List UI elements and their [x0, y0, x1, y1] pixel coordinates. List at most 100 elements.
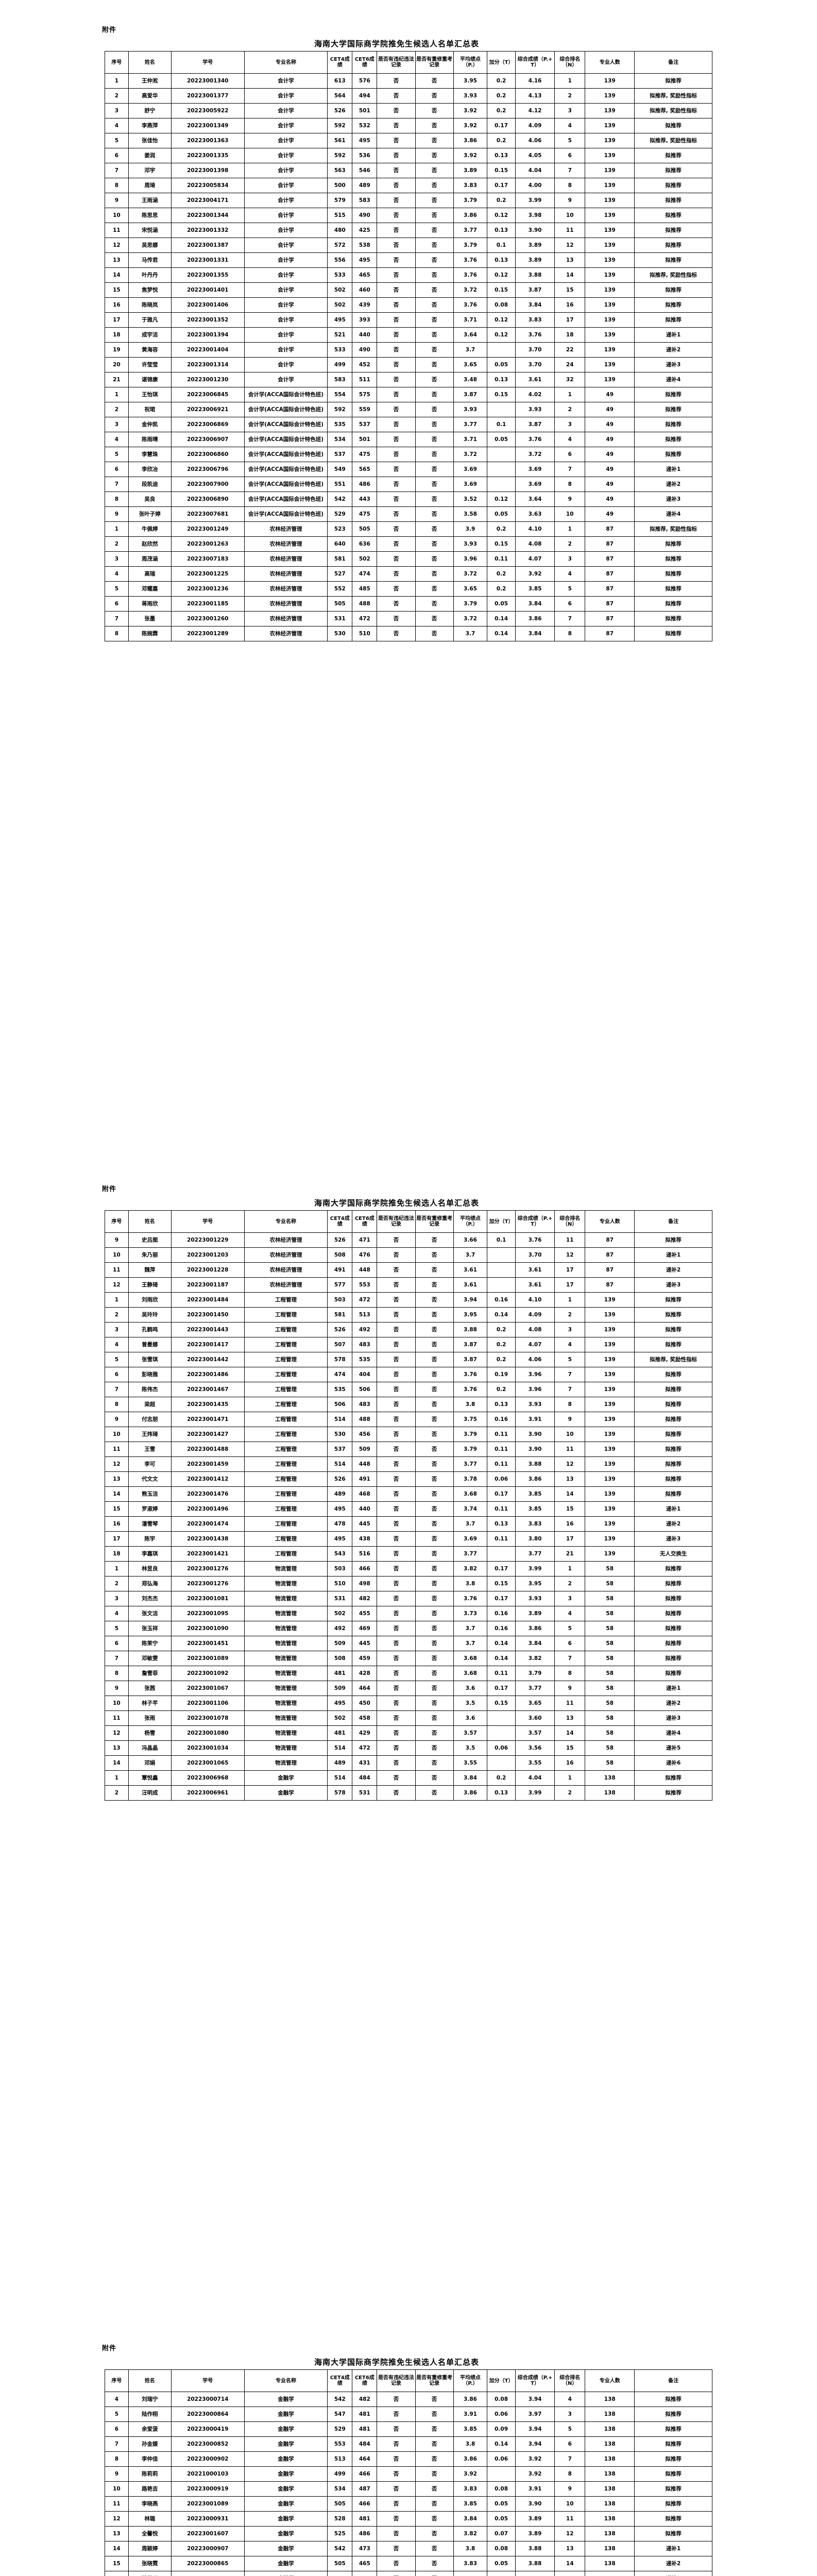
cell-student-id: 20223001331 [171, 252, 245, 268]
cell-seq: 13 [105, 1471, 129, 1487]
cell-student-id: 20223006860 [171, 447, 245, 463]
cell-retake: 否 [415, 447, 454, 463]
cell-cet6: 448 [352, 1456, 378, 1472]
cell-cet4: 533 [327, 267, 353, 283]
cell-cet4: 526 [327, 103, 353, 119]
cell-seq: 5 [105, 1621, 129, 1637]
col-header-major: 专业名称 [244, 2369, 328, 2393]
cell-name: 史吕图 [128, 1232, 172, 1248]
cell-retake: 否 [415, 2466, 454, 2482]
cell-name: 汪明成 [128, 1785, 172, 1801]
cell-student-id: 20223000902 [171, 2451, 245, 2467]
cell-cet4: 495 [327, 1531, 353, 1547]
cell-bonus: 0.08 [487, 2541, 516, 2557]
cell-rank: 5 [554, 2421, 586, 2437]
cell-retake: 否 [415, 178, 454, 194]
cell-cet4: 507 [327, 1337, 353, 1353]
cell-major-count: 139 [585, 223, 635, 239]
cell-retake: 否 [415, 1681, 454, 1697]
cell-major: 金融学 [244, 2541, 328, 2557]
cell-seq: 5 [105, 447, 129, 463]
cell-total: 3.60 [515, 1710, 555, 1726]
cell-student-id: 20223001203 [171, 1247, 245, 1263]
table-row: 15 罗淑婷 20223001496 工程管理 495 440 否否 3.74 0.11 3.85… [105, 1501, 712, 1517]
cell-total: 3.72 [515, 447, 555, 463]
cell-name: 高爱华 [128, 88, 172, 104]
cell-gpa: 3.69 [453, 1531, 488, 1547]
cell-gpa: 3.94 [453, 1292, 488, 1308]
cell-gpa: 3.92 [453, 118, 488, 134]
cell-discipline: 否 [377, 1516, 416, 1532]
cell-cet6: 505 [352, 521, 378, 537]
cell-seq: 5 [105, 133, 129, 149]
table-row: 6 陈茉宁 20223001451 物流管理 509 445 否否 3.7 0.14 3.84 6 5… [105, 1636, 712, 1652]
table-row: 11 魏萍 20223001228 农林经济管理 491 448 否否 3.61 3.61 17 8… [105, 1262, 712, 1278]
cell-seq: 12 [105, 1456, 129, 1472]
table-row: 6 姜润 20223001335 会计学 592 536 否否 3.92 0.13 4.05 6 13… [105, 148, 712, 164]
cell-cet6: 484 [352, 2436, 378, 2452]
cell-rank: 2 [554, 88, 586, 104]
cell-total: 3.61 [515, 1262, 555, 1278]
cell-bonus: 0.05 [487, 2511, 516, 2527]
cell-retake: 否 [415, 342, 454, 358]
cell-total: 3.92 [515, 2466, 555, 2482]
cell-rank: 17 [554, 312, 586, 328]
cell-major: 会计学(ACCA国际会计特色班) [244, 492, 328, 507]
cell-discipline: 否 [377, 1546, 416, 1562]
cell-bonus: 0.17 [487, 1591, 516, 1607]
cell-retake: 否 [415, 626, 454, 642]
cell-gpa: 3.84 [453, 1770, 488, 1786]
cell-cet4: 503 [327, 1561, 353, 1577]
table-row: 4 李燕萍 20223001349 会计学 592 532 否否 3.92 0.17 4.09 4 1… [105, 118, 712, 134]
cell-major-count: 49 [585, 477, 635, 493]
cell-discipline: 否 [377, 1696, 416, 1711]
cell-note: 拟推荐, 奖励性指标 [634, 521, 712, 537]
table-header-row-3: 序号 姓名 学号 专业名称 CET4成绩 CET6成绩 是否有违纪违法记录 是否… [105, 2369, 712, 2393]
cell-note: 拟推荐 [634, 1382, 712, 1398]
cell-gpa: 3.5 [453, 1696, 488, 1711]
table-row: 8 梁超 20223001435 工程管理 506 483 否否 3.8 0.13 3.93 8 13… [105, 1397, 712, 1413]
cell-major-count: 138 [585, 2481, 635, 2497]
cell-major-count: 139 [585, 1501, 635, 1517]
cell-gpa: 3.8 [453, 1576, 488, 1592]
cell-cet4: 535 [327, 417, 353, 433]
cell-cet4: 481 [327, 1666, 353, 1682]
cell-major: 工程管理 [244, 1531, 328, 1547]
cell-name: 林璐 [128, 2511, 172, 2527]
cell-discipline: 否 [377, 1471, 416, 1487]
cell-bonus: 0.17 [487, 1681, 516, 1697]
cell-rank: 4 [554, 1337, 586, 1353]
cell-major-count: 138 [585, 2392, 635, 2408]
cell-name: 全馨悦 [128, 2526, 172, 2542]
cell-bonus [487, 1710, 516, 1726]
cell-cet6: 488 [352, 1412, 378, 1428]
cell-major: 农林经济管理 [244, 611, 328, 627]
cell-cet6: 488 [352, 596, 378, 612]
cell-discipline: 否 [377, 1486, 416, 1502]
cell-major-count: 49 [585, 402, 635, 418]
page-1: 附件 海南大学国际商学院推免生候选人名单汇总表 序号 姓名 学号 专业名称 CE… [0, 0, 817, 1159]
cell-bonus: 0.07 [487, 2526, 516, 2542]
cell-rank: 8 [554, 626, 586, 642]
cell-seq: 10 [105, 1247, 129, 1263]
cell-total: 3.99 [515, 1561, 555, 1577]
cell-cet4: 509 [327, 1681, 353, 1697]
cell-major: 工程管理 [244, 1337, 328, 1353]
cell-total: 3.90 [515, 1442, 555, 1458]
cell-discipline: 否 [377, 2466, 416, 2482]
cell-rank: 14 [554, 267, 586, 283]
cell-cet6: 429 [352, 1725, 378, 1741]
table-row: 15 焦梦悦 20223001401 会计学 502 460 否否 3.72 0.15 3.87 1… [105, 282, 712, 298]
cell-student-id: 20223001092 [171, 1666, 245, 1682]
cell-retake: 否 [415, 1471, 454, 1487]
cell-retake: 否 [415, 2571, 454, 2576]
cell-retake: 否 [415, 417, 454, 433]
cell-rank: 14 [554, 1486, 586, 1502]
cell-total: 3.89 [515, 238, 555, 253]
cell-cet4: 529 [327, 506, 353, 522]
table-row: 11 王雪 20223001488 工程管理 537 509 否否 3.79 0.11 3.90 1… [105, 1442, 712, 1458]
cell-discipline: 否 [377, 581, 416, 597]
cell-retake: 否 [415, 566, 454, 582]
cell-total: 3.94 [515, 2421, 555, 2437]
cell-major: 物流管理 [244, 1681, 328, 1697]
